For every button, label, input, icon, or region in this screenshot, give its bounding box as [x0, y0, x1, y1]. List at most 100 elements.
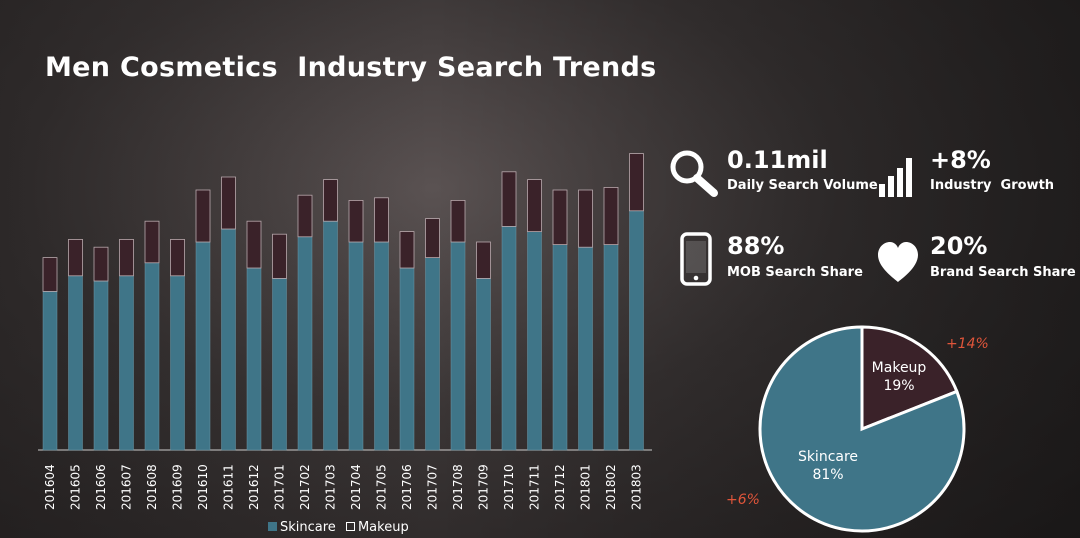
pie-slice-skincare [758, 325, 966, 533]
bar-makeup [42, 257, 58, 292]
bar-skincare [476, 278, 491, 451]
bar-skincare [119, 275, 134, 451]
bar-chart: 201604 201605 201606 201607 201608 201609 2016… [38, 153, 652, 510]
bar-makeup [603, 186, 619, 245]
bar-makeup [527, 179, 542, 233]
bar-makeup [552, 189, 568, 245]
bar-skincare [272, 278, 287, 451]
page-title: Men Cosmetics Industry Search Trends [45, 52, 657, 83]
legend-swatch-makeup [345, 522, 355, 531]
bar-skincare [450, 241, 466, 451]
heart-icon [878, 242, 918, 282]
pie-label: Skincare [798, 449, 858, 465]
bar-makeup [221, 176, 236, 230]
x-tick-label: 201801 [579, 464, 593, 510]
x-tick-label: 201701 [273, 464, 287, 510]
x-tick-label: 201606 [94, 464, 108, 510]
bar-skincare [93, 280, 109, 451]
x-tick-label: 201610 [196, 464, 210, 510]
bar-makeup [323, 179, 338, 222]
pie-slice-makeup [860, 325, 959, 432]
x-tick-label: 201704 [349, 464, 363, 510]
bar-makeup [450, 199, 466, 243]
x-tick-label: 201702 [298, 464, 312, 510]
bar-signal-icon [879, 158, 912, 197]
x-tick-label: 201703 [324, 464, 338, 510]
x-tick-label: 201710 [502, 464, 516, 510]
bar-makeup [272, 233, 287, 279]
x-tick-label: 201604 [43, 464, 57, 510]
pie-label: Makeup [872, 360, 927, 376]
bar-skincare [246, 267, 262, 451]
growth-label-makeup: +14% [946, 336, 989, 352]
bar-skincare [348, 241, 364, 451]
bar-makeup [476, 241, 491, 279]
bar-skincare [374, 241, 389, 451]
x-tick-label: 201609 [171, 464, 185, 510]
pie-value-label: 19% [883, 378, 914, 394]
stat-label: Daily Search Volume [727, 178, 878, 193]
x-tick-label: 201706 [400, 464, 414, 510]
growth-label-skincare: +6% [726, 492, 760, 508]
x-tick-label: 201705 [375, 464, 389, 510]
stat-value: 20% [930, 232, 988, 260]
bar-skincare [578, 246, 593, 451]
bar-makeup [68, 238, 83, 277]
bar-skincare [425, 257, 440, 451]
mobile-phone-icon [680, 232, 712, 286]
bar-skincare [144, 262, 160, 451]
stat-value: +8% [930, 146, 991, 174]
bar-makeup [93, 246, 109, 282]
bar-skincare [552, 244, 568, 451]
bar-makeup [399, 231, 415, 269]
stat-label: Industry Growth [930, 178, 1055, 193]
bar-makeup [374, 197, 389, 243]
x-tick-label: 201712 [553, 464, 567, 510]
x-tick-label: 201709 [477, 464, 491, 510]
stat-label: MOB Search Share [727, 265, 863, 280]
bar-skincare [195, 241, 211, 451]
bar-makeup [119, 238, 134, 277]
stat-value: 0.11mil [727, 146, 828, 174]
bar-skincare [399, 267, 415, 451]
x-tick-label: 201607 [120, 464, 134, 510]
x-tick-label: 201802 [604, 464, 618, 510]
bar-skincare [221, 228, 236, 451]
bar-makeup [578, 189, 593, 248]
bar-skincare [170, 275, 185, 451]
legend-label-skincare: Skincare [280, 520, 336, 535]
legend-swatch-skincare [268, 522, 277, 531]
bar-makeup [246, 220, 262, 269]
bar-skincare [501, 226, 517, 451]
legend-label-makeup: Makeup [357, 520, 409, 535]
bar-skincare [68, 275, 83, 451]
chart-legend: Skincare Makeup [268, 520, 409, 535]
bar-makeup [144, 220, 160, 264]
bar-skincare [297, 236, 313, 451]
bar-skincare [42, 291, 58, 451]
x-tick-label: 201803 [630, 464, 644, 510]
x-tick-label: 201708 [451, 464, 465, 510]
x-tick-label: 201611 [222, 464, 236, 510]
x-tick-label: 201608 [145, 464, 159, 510]
bar-skincare [629, 210, 644, 451]
pie-chart: Makeup 19% Skincare 81% [758, 325, 966, 533]
x-tick-label: 201605 [69, 464, 83, 510]
bar-makeup [425, 218, 440, 259]
stat-label: Brand Search Share [930, 265, 1076, 280]
bar-makeup [348, 199, 364, 243]
search-icon [670, 150, 718, 197]
bar-makeup [297, 194, 313, 238]
x-tick-label: 201711 [528, 464, 542, 510]
x-tick-label: 201612 [247, 464, 261, 510]
stat-value: 88% [727, 232, 785, 260]
bar-makeup [501, 171, 517, 227]
bar-skincare [603, 244, 619, 451]
bar-makeup [195, 189, 211, 243]
pie-value-label: 81% [812, 467, 843, 483]
bar-makeup [629, 153, 644, 212]
bar-makeup [170, 238, 185, 277]
bar-skincare [323, 220, 338, 451]
bar-skincare [527, 231, 542, 451]
